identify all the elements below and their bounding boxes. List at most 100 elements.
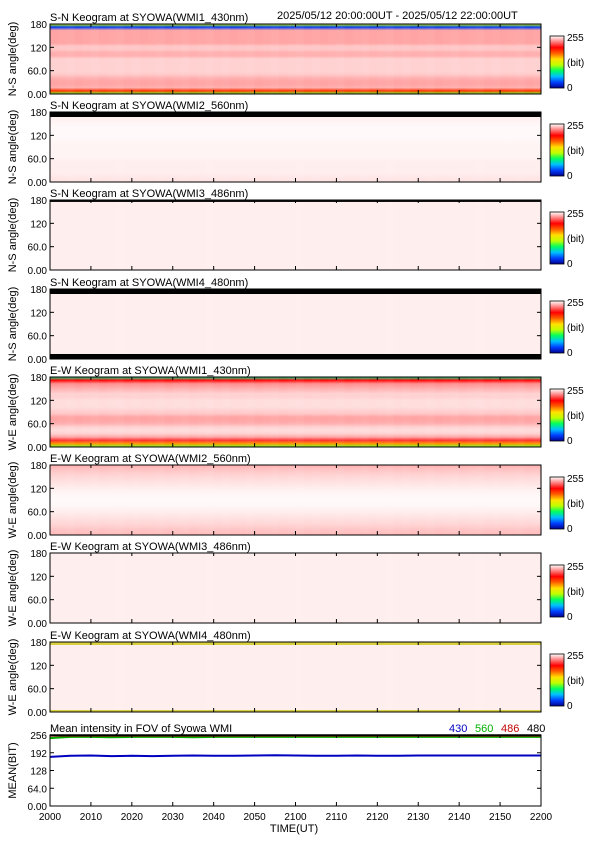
x-tick-label: 2020 xyxy=(121,812,144,823)
keogram-column xyxy=(295,377,304,447)
keogram-column xyxy=(205,553,214,623)
keogram-column xyxy=(295,200,304,270)
keogram-column xyxy=(221,465,231,535)
colorbar-min: 0 xyxy=(567,436,573,447)
keogram-column xyxy=(279,377,287,447)
keogram-column xyxy=(459,112,467,182)
keogram-column xyxy=(311,465,321,535)
heatmap-field xyxy=(50,24,541,94)
keogram-column xyxy=(377,200,385,270)
panel-title: E-W Keogram at SYOWA(WMI3_486nm) xyxy=(50,541,251,553)
keogram-column xyxy=(246,200,255,270)
keogram-column xyxy=(345,465,353,535)
keogram-column xyxy=(450,642,460,712)
keogram-column xyxy=(369,24,377,94)
keogram-column xyxy=(189,112,197,182)
keogram-column xyxy=(287,465,295,535)
keogram-column xyxy=(385,289,394,359)
keogram-column xyxy=(401,553,411,623)
keogram-column xyxy=(377,112,385,182)
keogram-column xyxy=(58,289,66,359)
keogram-column xyxy=(533,24,541,94)
colorbar-scale xyxy=(549,564,565,618)
keogram-column xyxy=(369,465,377,535)
keogram-column xyxy=(99,289,107,359)
keogram-column xyxy=(287,112,295,182)
keogram-column xyxy=(516,642,525,712)
x-tick-label: 2130 xyxy=(407,812,430,823)
colorbar-max: 255 xyxy=(567,33,584,44)
keogram-column xyxy=(336,289,345,359)
keogram-column xyxy=(238,642,246,712)
series-line-430 xyxy=(49,754,541,758)
keogram-column xyxy=(263,112,271,182)
keogram-column xyxy=(295,112,304,182)
keogram-column xyxy=(516,377,525,447)
keogram-column xyxy=(197,377,205,447)
keogram-column xyxy=(124,642,132,712)
keogram-column xyxy=(83,465,91,535)
keogram-column xyxy=(377,377,385,447)
heatmap-field xyxy=(50,642,541,712)
keogram-column xyxy=(115,200,124,270)
colorbar-max: 255 xyxy=(567,386,584,397)
keogram-column xyxy=(533,200,541,270)
keogram-column xyxy=(508,24,516,94)
keogram-column xyxy=(508,553,516,623)
keogram-column xyxy=(450,200,460,270)
keogram-column xyxy=(353,465,361,535)
keogram-column xyxy=(336,112,345,182)
keogram-column xyxy=(255,465,263,535)
colorbar-scale xyxy=(549,388,565,442)
keogram-column xyxy=(484,553,492,623)
keogram-column xyxy=(369,200,377,270)
keogram-column xyxy=(311,289,321,359)
keogram-column xyxy=(156,465,165,535)
heatmap-field xyxy=(50,200,541,270)
y-tick-label: 192 xyxy=(30,749,47,760)
y-tick-label: 120 xyxy=(30,219,47,230)
keogram-column xyxy=(336,642,345,712)
y-tick-label: 0.00 xyxy=(28,90,48,101)
colorbar-max: 255 xyxy=(567,562,584,573)
keogram-column xyxy=(148,465,156,535)
keogram-column xyxy=(173,377,181,447)
keogram-column xyxy=(83,200,91,270)
keogram-column xyxy=(287,377,295,447)
keogram-column xyxy=(328,200,336,270)
keogram-column xyxy=(467,465,475,535)
keogram-column xyxy=(221,112,231,182)
y-tick-label: 60.0 xyxy=(28,508,48,519)
colorbar-max: 255 xyxy=(567,298,584,309)
keogram-column xyxy=(435,24,443,94)
y-tick-label: 0.00 xyxy=(28,802,48,813)
keogram-column xyxy=(214,377,222,447)
keogram-column xyxy=(246,112,255,182)
keogram-column xyxy=(214,289,222,359)
keogram-column xyxy=(443,24,451,94)
keogram-column xyxy=(197,642,205,712)
y-tick-label: 64.0 xyxy=(28,784,48,795)
colorbar: 255 (bit) 0 xyxy=(549,209,584,270)
keogram-column xyxy=(418,289,426,359)
colorbar: 255 (bit) 0 xyxy=(549,474,584,535)
keogram-column xyxy=(156,112,165,182)
keogram-column xyxy=(255,112,263,182)
keogram-column xyxy=(180,200,190,270)
keogram-column xyxy=(165,200,173,270)
keogram-column xyxy=(246,553,255,623)
keogram-column xyxy=(377,289,385,359)
keogram-column xyxy=(197,289,205,359)
keogram-column xyxy=(304,200,312,270)
keogram-column xyxy=(173,642,181,712)
keogram-column xyxy=(90,642,100,712)
colorbar-max: 255 xyxy=(567,474,584,485)
y-tick-label: 60.0 xyxy=(28,155,48,166)
y-tick-label: 180 xyxy=(30,108,47,119)
keogram-column xyxy=(394,465,402,535)
legend-480: 480 xyxy=(527,723,545,735)
keogram-column xyxy=(385,642,394,712)
keogram-column xyxy=(131,465,141,535)
keogram-column xyxy=(131,642,141,712)
